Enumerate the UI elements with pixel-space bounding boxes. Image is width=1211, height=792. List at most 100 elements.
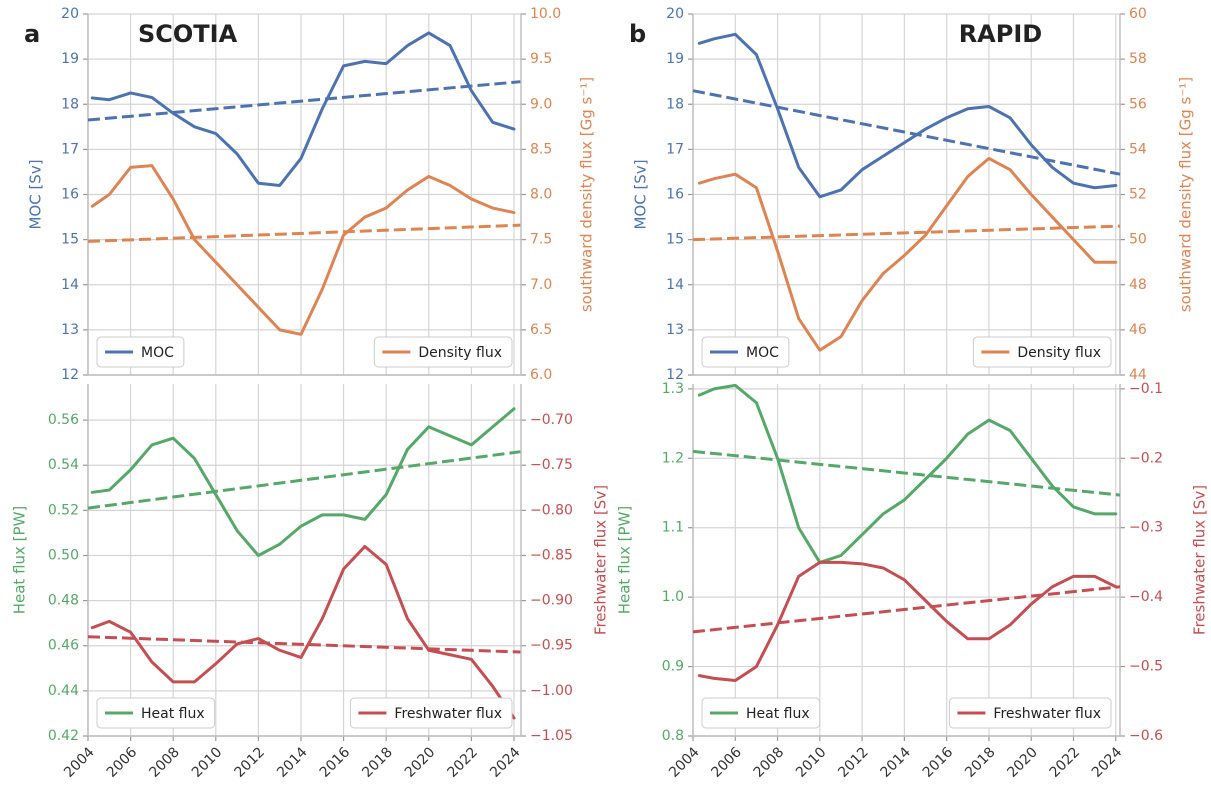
y2-tick-label: −0.90 [530, 593, 573, 609]
y2-tick-label: 44 [1129, 367, 1147, 383]
y2-tick-label: −0.85 [530, 547, 573, 563]
legend: MOC [96, 336, 185, 368]
y-tick-label: 16 [61, 187, 79, 203]
data-line [90, 164, 516, 336]
y2-tick-label: 56 [1129, 96, 1147, 112]
x-tick-label: 2008 [146, 744, 183, 781]
y-tick-label: 18 [666, 96, 684, 112]
y-tick-label: 1.1 [662, 520, 684, 536]
legend-label: MOC [141, 345, 174, 361]
x-tick-label: 2018 [962, 744, 999, 781]
legend-box [972, 336, 1112, 368]
y-tick-label: 15 [61, 232, 79, 248]
trend-line [87, 80, 521, 122]
y-tick-label: 20 [666, 6, 684, 22]
trend-line [87, 223, 521, 243]
data-line [90, 31, 516, 187]
panel-label: b [629, 20, 646, 48]
legend: Heat flux [96, 697, 216, 729]
y2-tick-label: −0.70 [530, 412, 573, 428]
x-tick-label: 2016 [920, 744, 957, 781]
y2-tick-label: 52 [1129, 187, 1147, 203]
y2-tick-label: 9.0 [530, 96, 552, 112]
legend: MOC [701, 336, 790, 368]
x-tick-label: 2004 [666, 744, 703, 781]
x-tick-label: 2012 [232, 744, 269, 781]
legend: Freshwater flux [349, 697, 513, 729]
x-tick-label: 2010 [793, 744, 830, 781]
y-axis-label: Heat flux [PW] [616, 506, 634, 615]
trend-line [87, 450, 521, 510]
y-tick-label: 1.0 [662, 589, 684, 605]
x-tick-label: 2008 [751, 744, 788, 781]
x-tick-label: 2006 [104, 744, 141, 781]
y-axis-label: MOC [Sv] [632, 159, 650, 229]
y2-tick-label: −0.4 [1129, 589, 1163, 605]
y-tick-label: 1.3 [662, 381, 684, 397]
legend-label: Density flux [418, 345, 502, 361]
trend-line [87, 635, 521, 654]
legend-label: Heat flux [141, 706, 205, 722]
y-tick-label: 0.42 [48, 728, 79, 744]
y-tick-label: 0.50 [48, 547, 79, 563]
y-tick-label: 17 [61, 141, 79, 157]
legend: Density flux [373, 336, 513, 368]
y-tick-label: 20 [61, 6, 79, 22]
y-tick-label: 19 [666, 51, 684, 67]
legend-label: Heat flux [746, 706, 810, 722]
y2-tick-label: −0.80 [530, 502, 573, 518]
y2-tick-label: 6.0 [530, 367, 552, 383]
y-axis-label: Heat flux [PW] [11, 506, 29, 615]
x-tick-label: 2014 [274, 744, 311, 781]
y-tick-label: 18 [61, 96, 79, 112]
y-tick-label: 0.9 [662, 659, 684, 675]
y2-axis-label: southward density flux [Gg s⁻¹] [578, 77, 596, 312]
legend: Heat flux [701, 697, 821, 729]
chart-title: SCOTIA [138, 20, 238, 48]
y2-tick-label: 7.0 [530, 277, 552, 293]
y2-axis-label: southward density flux [Gg s⁻¹] [1177, 77, 1195, 312]
y2-tick-label: −0.3 [1129, 520, 1163, 536]
data-line [697, 156, 1118, 352]
y2-tick-label: 46 [1129, 322, 1147, 338]
legend: Density flux [972, 336, 1112, 368]
legend-box [96, 697, 216, 729]
y2-tick-label: −0.5 [1129, 659, 1163, 675]
y2-axis-label: Freshwater flux [Sv] [592, 485, 610, 635]
y-tick-label: 12 [61, 367, 79, 383]
trend-line [692, 224, 1121, 242]
y-tick-label: 17 [666, 141, 684, 157]
y-tick-label: 0.54 [48, 457, 79, 473]
y2-tick-label: 8.0 [530, 187, 552, 203]
legend-label: Freshwater flux [993, 706, 1101, 722]
x-tick-label: 2016 [317, 744, 354, 781]
y-tick-label: 0.48 [48, 593, 79, 609]
y-tick-label: 0.56 [48, 412, 79, 428]
x-tick-label: 2012 [835, 744, 872, 781]
legend-box [701, 336, 790, 368]
legend-label: Density flux [1017, 345, 1101, 361]
x-tick-label: 2014 [878, 744, 915, 781]
y2-tick-label: −0.95 [530, 638, 573, 654]
data-line [90, 544, 516, 720]
x-tick-label: 2020 [402, 744, 439, 781]
legend-label: MOC [746, 345, 779, 361]
y2-tick-label: 8.5 [530, 141, 552, 157]
legend-label: Freshwater flux [394, 706, 502, 722]
y2-tick-label: −0.2 [1129, 450, 1163, 466]
y2-tick-label: 54 [1129, 141, 1147, 157]
x-tick-label: 2024 [487, 744, 524, 781]
y2-tick-label: 60 [1129, 6, 1147, 22]
x-tick-label: 2006 [708, 744, 745, 781]
y-tick-label: 19 [61, 51, 79, 67]
y2-tick-label: 9.5 [530, 51, 552, 67]
x-tick-label: 2024 [1089, 744, 1126, 781]
y-tick-label: 0.44 [48, 683, 79, 699]
y2-tick-label: 6.5 [530, 322, 552, 338]
legend-box [701, 697, 821, 729]
y-tick-label: 14 [666, 277, 684, 293]
y2-tick-label: −0.75 [530, 457, 573, 473]
y-tick-label: 13 [666, 322, 684, 338]
y2-tick-label: −1.05 [530, 728, 573, 744]
